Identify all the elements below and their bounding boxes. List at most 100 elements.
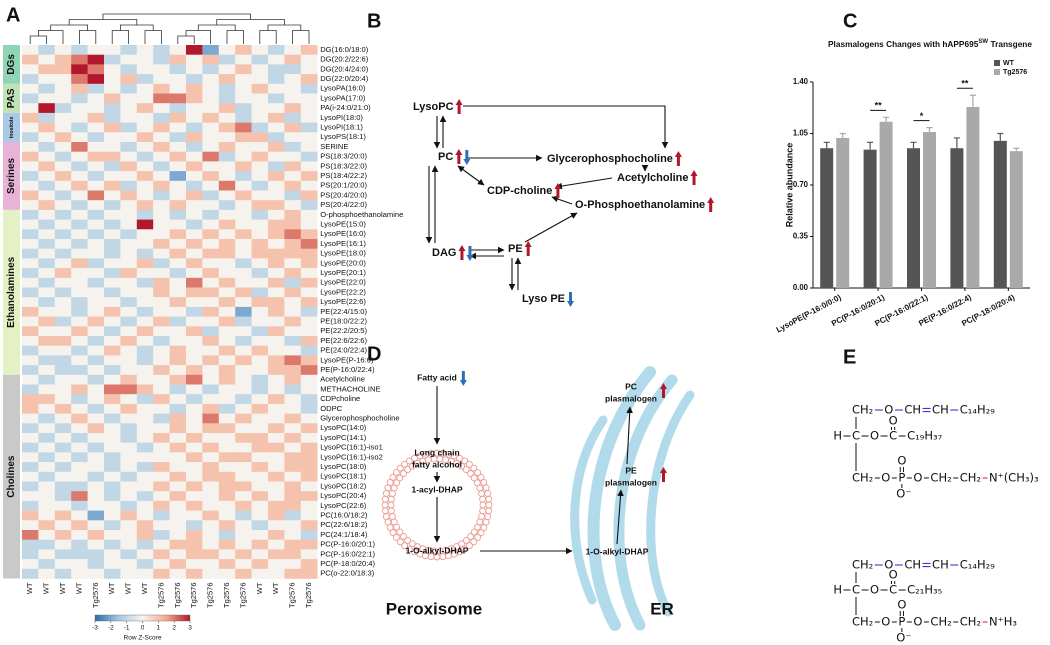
- panel-label: D: [367, 343, 381, 365]
- heatmap-cell: [169, 306, 187, 317]
- heatmap-cell: [54, 365, 72, 376]
- atom: CH₂: [852, 615, 873, 629]
- heatmap-cell: [38, 520, 56, 531]
- heatmap-cell: [284, 190, 302, 201]
- heatmap-cell: [251, 530, 269, 540]
- heatmap-cell: [120, 549, 138, 560]
- heatmap-cell: [104, 258, 121, 269]
- heatmap-cell: [153, 355, 170, 366]
- heatmap-cell: [136, 180, 154, 191]
- dendrogram: [216, 19, 285, 25]
- peroxisome-membrane: [470, 538, 478, 546]
- heatmap-cell: [71, 355, 88, 366]
- heatmap-cell: [300, 491, 318, 502]
- heatmap-cell: [268, 549, 285, 560]
- heatmap-cell: [202, 180, 220, 191]
- heatmap-cell: [300, 190, 318, 201]
- heatmap-cell: [300, 442, 318, 453]
- heatmap-cell: [71, 433, 88, 443]
- heatmap-cell: [120, 520, 138, 531]
- heatmap-cell: [22, 355, 39, 366]
- heatmap-cell: [120, 394, 138, 405]
- heatmap-cell: [153, 345, 170, 356]
- heatmap-cell: [22, 277, 39, 288]
- heatmap-cell: [38, 200, 56, 211]
- heatmap-cell: [71, 180, 88, 191]
- heatmap-cell: [38, 93, 56, 104]
- heatmap-cell: [251, 64, 269, 75]
- heatmap-cell: [136, 423, 154, 434]
- peroxisome-membrane: [404, 536, 412, 544]
- heatmap-cell: [104, 568, 121, 579]
- heatmap-cell: [38, 462, 56, 473]
- error-bar: [823, 141, 830, 149]
- heatmap-cell: [268, 93, 285, 104]
- atom: O⁻: [896, 487, 911, 501]
- heatmap-cell: [169, 112, 187, 123]
- compartment-label: Peroxisome: [386, 599, 482, 618]
- peroxisome-membrane: [480, 524, 488, 532]
- heatmap-cell: [300, 520, 318, 531]
- heatmap-cell: [38, 268, 56, 279]
- heatmap-cell: [235, 297, 252, 308]
- heatmap-cell: [120, 403, 138, 414]
- heatmap-cell: [71, 103, 88, 114]
- significance-label: **: [961, 79, 969, 89]
- heatmap-cell: [104, 559, 121, 570]
- heatmap-cell: [104, 326, 121, 337]
- heatmap-cell: [120, 151, 138, 162]
- heatmap-cell: [120, 539, 138, 550]
- heatmap-cell: [22, 549, 39, 560]
- heatmap-cell: [38, 103, 56, 114]
- heatmap-cell: [38, 161, 56, 172]
- atom: C₂₁H₃₅: [907, 583, 943, 597]
- heatmap-cell: [251, 549, 269, 560]
- color-key-tick-label: 1: [157, 625, 161, 632]
- atom: N⁺(CH₃)₃: [989, 471, 1039, 485]
- heatmap-cell: [186, 326, 203, 337]
- heatmap-cell: [300, 142, 318, 152]
- heatmap-cell: [87, 268, 105, 279]
- row-label: PE(22:6/22:6): [320, 336, 367, 345]
- heatmap-cell: [87, 559, 105, 570]
- peroxisome-membrane: [465, 542, 473, 550]
- pathway-node: Acetylcholine: [617, 172, 689, 184]
- heatmap-cell: [268, 239, 285, 249]
- heatmap-cell: [104, 151, 121, 162]
- heatmap-cell: [218, 64, 236, 75]
- heatmap-cell: [169, 374, 187, 385]
- heatmap-cell: [235, 568, 252, 579]
- row-label: LysoPA(17:0): [320, 93, 366, 102]
- heatmap-cell: [251, 268, 269, 279]
- heatmap-cell: [202, 248, 220, 259]
- heatmap-cell: [22, 365, 39, 376]
- heatmap-cell: [202, 142, 220, 152]
- heatmap-cell: [54, 112, 72, 123]
- heatmap-cell: [268, 180, 285, 191]
- heatmap-cell: [120, 239, 138, 249]
- heatmap-cell: [186, 549, 203, 560]
- heatmap-cell: [54, 64, 72, 75]
- heatmap-cell: [22, 520, 39, 531]
- error-bar: [997, 132, 1004, 141]
- row-label: PC(22:6/18:2): [320, 520, 368, 529]
- bar: [950, 148, 964, 288]
- change-arrow-down: [567, 292, 574, 307]
- heatmap-cell: [218, 229, 236, 240]
- heatmap-cell: [300, 268, 318, 279]
- heatmap-cell: [300, 258, 318, 269]
- heatmap-cell: [38, 374, 56, 385]
- heatmap-cell: [284, 374, 302, 385]
- heatmap-cell: [169, 248, 187, 259]
- heatmap-cell: [300, 568, 318, 579]
- heatmap-cell: [153, 316, 170, 327]
- bar: [966, 107, 980, 288]
- heatmap-cell: [169, 462, 187, 473]
- heatmap-cell: [268, 355, 285, 366]
- heatmap-cell: [186, 384, 203, 395]
- heatmap-cell: [202, 54, 220, 65]
- heatmap-cell: [218, 161, 236, 172]
- heatmap-cell: [218, 326, 236, 337]
- dendrogram: [185, 30, 211, 44]
